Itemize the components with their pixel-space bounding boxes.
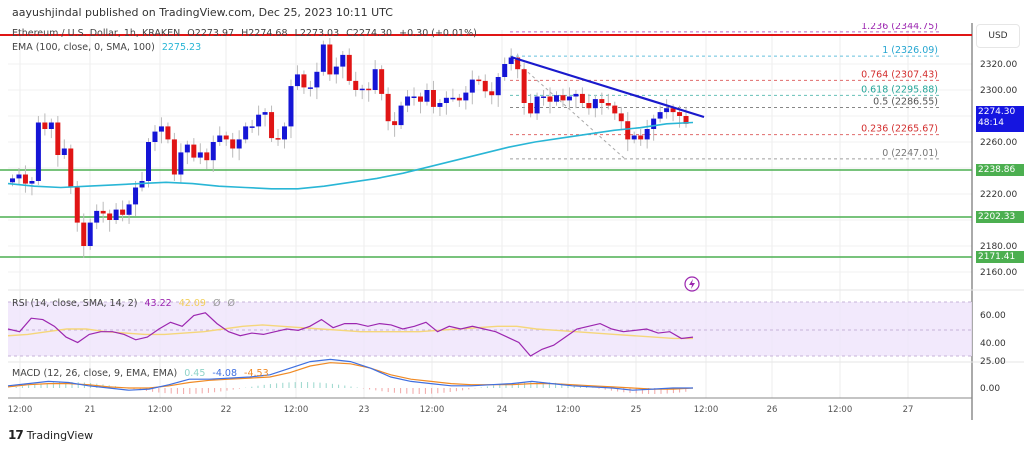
rsi-label: RSI (14, close, SMA, 14, 2) — [12, 298, 138, 309]
macd-legend: MACD (12, 26, close, 9, EMA, EMA) 0.45 -… — [12, 368, 273, 379]
time-tick: 12:00 — [693, 405, 719, 415]
lightning-icon — [684, 276, 700, 292]
rsi-value: 43.22 — [144, 298, 172, 309]
time-tick: 12:00 — [555, 405, 581, 415]
time-tick: 12:00 — [7, 405, 33, 415]
time-tick: 25 — [630, 405, 642, 415]
tradingview-logo-icon: 17 — [8, 428, 24, 442]
svg-text:0.00: 0.00 — [980, 384, 1000, 394]
macd-hist-value: 0.45 — [184, 368, 206, 379]
svg-text:1.236 (2344.75): 1.236 (2344.75) — [861, 23, 938, 32]
svg-text:0.236 (2265.67): 0.236 (2265.67) — [861, 124, 938, 135]
svg-text:2160.00: 2160.00 — [980, 268, 1017, 278]
symbol-name: Ethereum / U.S. Dollar, 1h, KRAKEN — [12, 28, 181, 39]
publisher-line: aayushjindal published on TradingView.co… — [12, 6, 393, 19]
macd-value: -4.08 — [212, 368, 238, 379]
ohlc-change: +0.30 (+0.01%) — [399, 28, 477, 39]
symbol-legend: Ethereum / U.S. Dollar, 1h, KRAKEN O2273… — [12, 28, 481, 39]
svg-text:60.00: 60.00 — [980, 311, 1006, 321]
currency-button[interactable]: USD — [976, 24, 1020, 48]
svg-text:0.764 (2307.43): 0.764 (2307.43) — [861, 69, 938, 80]
time-tick: 12:00 — [147, 405, 173, 415]
ohlc-high: H2274.68 — [241, 28, 288, 39]
rsi-legend: RSI (14, close, SMA, 14, 2) 43.22 42.09 … — [12, 298, 239, 309]
support-tag-2: 2202.33 — [976, 211, 1024, 223]
svg-text:2320.00: 2320.00 — [980, 60, 1017, 70]
bar-countdown: 48:14 — [978, 118, 1004, 128]
time-tick: 21 — [84, 405, 96, 415]
candles — [10, 38, 689, 258]
rsi-extra-1: Ø — [212, 298, 221, 309]
support-tag-3: 2171.41 — [976, 251, 1024, 263]
svg-text:2180.00: 2180.00 — [980, 242, 1017, 252]
time-tick: 12:00 — [419, 405, 445, 415]
ohlc-close: C2274.30 — [346, 28, 393, 39]
svg-text:25.00: 25.00 — [980, 357, 1006, 367]
ohlc-low: L2273.03 — [294, 28, 340, 39]
current-price-tag: 2274.30 48:14 — [976, 106, 1024, 132]
support-tag-1: 2238.86 — [976, 164, 1024, 176]
ohlc-open: O2273.97 — [187, 28, 235, 39]
time-tick: 12:00 — [827, 405, 853, 415]
rsi-sma-value: 42.09 — [178, 298, 206, 309]
svg-text:0 (2247.01): 0 (2247.01) — [882, 148, 938, 159]
svg-text:1 (2326.09): 1 (2326.09) — [882, 45, 938, 56]
svg-text:2300.00: 2300.00 — [980, 86, 1017, 96]
svg-text:2220.00: 2220.00 — [980, 190, 1017, 200]
price-chart[interactable]: 1.236 (2344.75) 1 (2326.09) 0.764 (2307.43… — [0, 23, 1024, 423]
time-tick: 26 — [766, 405, 778, 415]
time-tick: 12:00 — [283, 405, 309, 415]
time-tick: 27 — [902, 405, 914, 415]
rsi-extra-2: Ø — [227, 298, 235, 309]
ema-value: 2275.23 — [161, 42, 202, 53]
ema-label: EMA (100, close, 0, SMA, 100) — [12, 42, 155, 53]
macd-signal-value: -4.53 — [244, 368, 269, 379]
current-price: 2274.30 — [978, 107, 1016, 117]
time-tick: 22 — [220, 405, 232, 415]
time-tick: 23 — [358, 405, 370, 415]
ema-legend: EMA (100, close, 0, SMA, 100) 2275.23 — [12, 42, 205, 53]
tradingview-footer[interactable]: 17 TradingView — [8, 428, 93, 442]
svg-text:2260.00: 2260.00 — [980, 138, 1017, 148]
svg-text:40.00: 40.00 — [980, 339, 1006, 349]
tradingview-brand: TradingView — [26, 428, 94, 442]
time-tick: 24 — [496, 405, 508, 415]
svg-text:0.5 (2286.55): 0.5 (2286.55) — [873, 96, 938, 107]
svg-text:0.618 (2295.88): 0.618 (2295.88) — [861, 84, 938, 95]
macd-label: MACD (12, 26, close, 9, EMA, EMA) — [12, 368, 178, 379]
